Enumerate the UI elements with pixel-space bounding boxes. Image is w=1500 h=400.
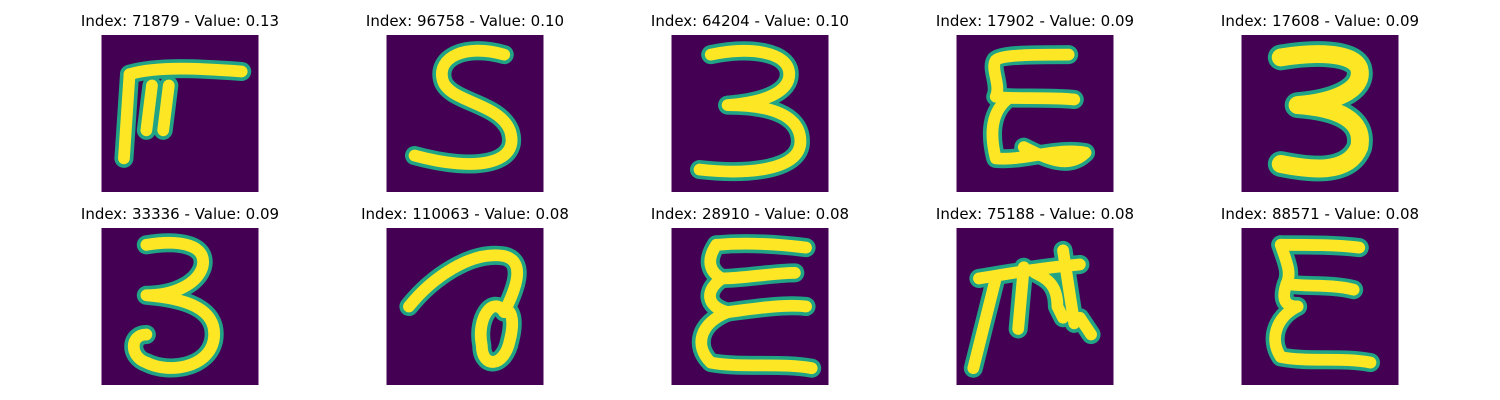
digit-image xyxy=(671,35,829,192)
digit-image xyxy=(671,228,829,385)
panel-title: Index: 71879 - Value: 0.13 xyxy=(60,12,300,30)
panel-9: Index: 75188 - Value: 0.08 xyxy=(915,193,1155,383)
digit-image xyxy=(1241,228,1399,385)
digit-image xyxy=(956,228,1114,385)
panel-title: Index: 28910 - Value: 0.08 xyxy=(630,205,870,223)
panel-3: Index: 64204 - Value: 0.10 xyxy=(630,0,870,190)
digit-image xyxy=(101,35,259,192)
panel-title: Index: 17902 - Value: 0.09 xyxy=(915,12,1155,30)
panel-title: Index: 64204 - Value: 0.10 xyxy=(630,12,870,30)
digit-image xyxy=(386,35,544,192)
panel-title: Index: 75188 - Value: 0.08 xyxy=(915,205,1155,223)
panel-title: Index: 88571 - Value: 0.08 xyxy=(1200,205,1440,223)
panel-4: Index: 17902 - Value: 0.09 xyxy=(915,0,1155,190)
panel-5: Index: 17608 - Value: 0.09 xyxy=(1200,0,1440,190)
panel-8: Index: 28910 - Value: 0.08 xyxy=(630,193,870,383)
panel-title: Index: 110063 - Value: 0.08 xyxy=(345,205,585,223)
panel-title: Index: 96758 - Value: 0.10 xyxy=(345,12,585,30)
digit-image xyxy=(1241,35,1399,192)
panel-title: Index: 33336 - Value: 0.09 xyxy=(60,205,300,223)
digit-image xyxy=(101,228,259,385)
panel-6: Index: 33336 - Value: 0.09 xyxy=(60,193,300,383)
panel-title: Index: 17608 - Value: 0.09 xyxy=(1200,12,1440,30)
panel-10: Index: 88571 - Value: 0.08 xyxy=(1200,193,1440,383)
digit-image xyxy=(386,228,544,385)
digit-image xyxy=(956,35,1114,192)
panel-7: Index: 110063 - Value: 0.08 xyxy=(345,193,585,383)
panel-1: Index: 71879 - Value: 0.13 xyxy=(60,0,300,190)
panel-2: Index: 96758 - Value: 0.10 xyxy=(345,0,585,190)
